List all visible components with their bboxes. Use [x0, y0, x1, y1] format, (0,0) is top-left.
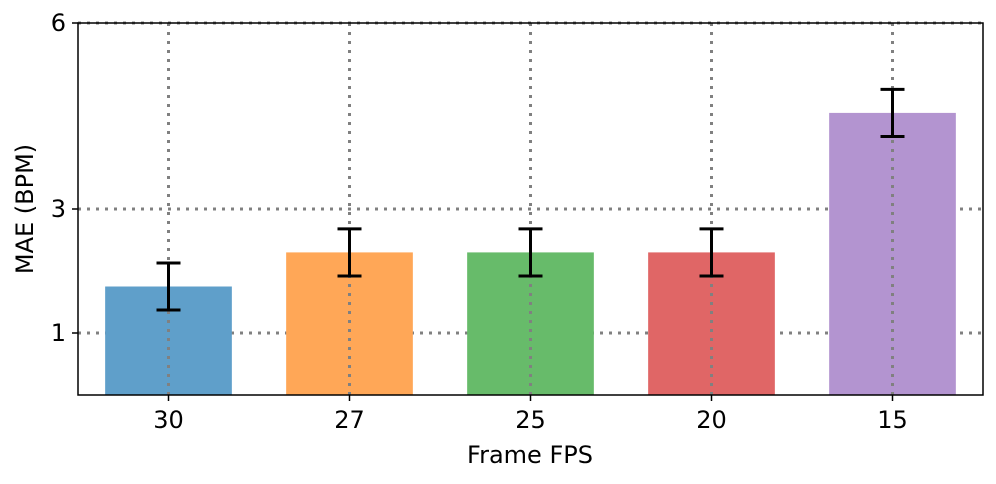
y-tick-label: 3: [51, 195, 66, 223]
x-tick-label: 20: [696, 406, 727, 434]
error-bars: [156, 87, 905, 312]
y-axis-label: MAE (BPM): [11, 144, 39, 274]
x-tick-label: 25: [515, 406, 546, 434]
bar: [829, 112, 956, 396]
x-tick-label: 15: [877, 406, 908, 434]
x-tick-label: 30: [153, 406, 184, 434]
x-tick-label: 27: [334, 406, 365, 434]
y-tick-label: 6: [51, 9, 66, 37]
y-tick-label: 1: [51, 319, 66, 347]
x-axis-ticks: 30 27 25 20 15: [153, 395, 908, 434]
x-axis-label: Frame FPS: [467, 441, 593, 469]
y-axis-ticks: 1 3 6: [51, 9, 78, 347]
plot-frame: [77, 22, 984, 396]
